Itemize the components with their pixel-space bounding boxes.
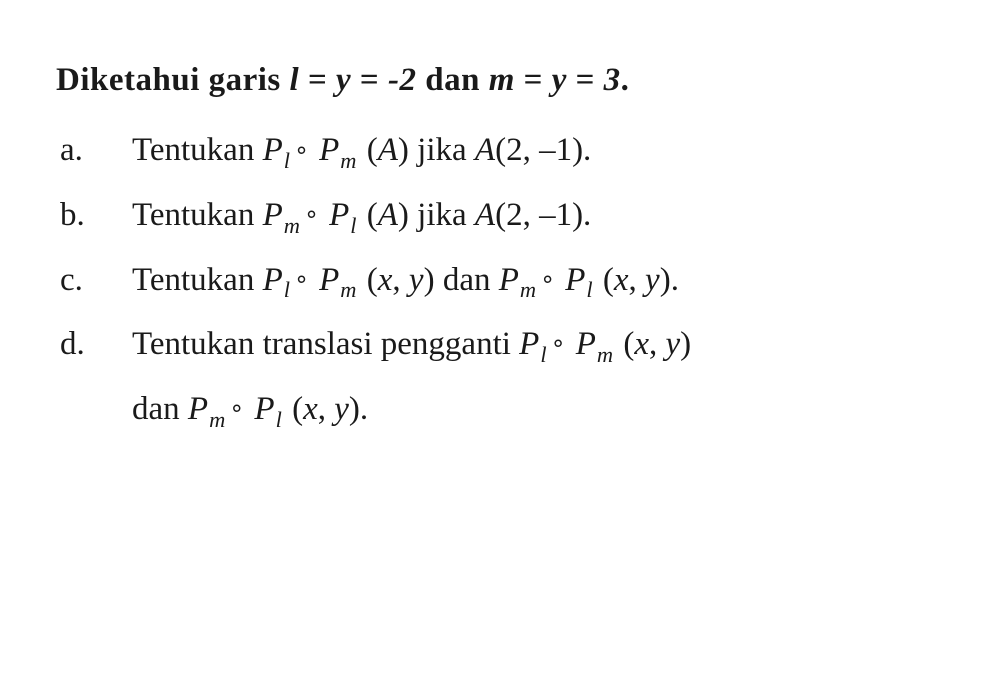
eq: = [515, 62, 552, 98]
arg-y: y [409, 262, 424, 298]
paren-close: ) [424, 262, 435, 298]
arg-x: x [634, 326, 649, 362]
arg-A: A [378, 132, 398, 168]
op-P: P [319, 262, 339, 298]
var-m: m [489, 62, 515, 98]
op-P: P [565, 262, 585, 298]
val-3: 3 [604, 62, 621, 98]
item-label: c. [56, 248, 132, 312]
op-P: P [519, 326, 539, 362]
subscript-l: l [283, 277, 292, 302]
op-P: P [329, 197, 349, 233]
arg-x: x [378, 262, 393, 298]
item-body: Tentukan Pl∘ Pm (x, y) dan Pm∘ Pl (x, y)… [132, 248, 954, 313]
compose-icon: ∘ [292, 267, 311, 293]
subscript-m: m [208, 407, 227, 432]
compose-icon: ∘ [538, 267, 557, 293]
subscript-m: m [596, 342, 615, 367]
lead-text: Tentukan [132, 262, 263, 298]
point-A: A [475, 197, 495, 233]
list-item-c: c. Tentukan Pl∘ Pm (x, y) dan Pm∘ Pl (x,… [56, 248, 954, 313]
coords: (2, –1). [495, 132, 591, 168]
paren-open: ( [595, 262, 614, 298]
val-neg2: -2 [388, 62, 417, 98]
subscript-l: l [585, 277, 594, 302]
mid-text: jika [409, 132, 475, 168]
item-d-line2: dan Pm∘ Pl (x, y). [132, 377, 954, 442]
item-label: a. [56, 118, 132, 182]
subscript-m: m [339, 277, 358, 302]
lead-text: Tentukan translasi pengganti [132, 326, 519, 362]
op-P: P [319, 132, 339, 168]
subscript-m: m [283, 213, 302, 238]
eq: = [351, 62, 388, 98]
op-P: P [263, 197, 283, 233]
coords: (2, –1). [495, 197, 591, 233]
paren-close: ). [660, 262, 679, 298]
point-A: A [475, 132, 495, 168]
subscript-l: l [349, 213, 358, 238]
paren-close: ) [680, 326, 691, 362]
item-d-line1: Tentukan translasi pengganti Pl∘ Pm (x, … [132, 312, 954, 377]
op-P: P [188, 391, 208, 427]
arg-x: x [614, 262, 629, 298]
arg-sep: , [629, 262, 646, 298]
arg-y: y [666, 326, 681, 362]
op-P: P [263, 262, 283, 298]
subscript-m: m [519, 277, 538, 302]
compose-icon: ∘ [292, 138, 311, 164]
subscript-l: l [283, 148, 292, 173]
op-P: P [254, 391, 274, 427]
math-problem-page: Diketahui garis l = y = -2 dan m = y = 3… [0, 0, 994, 481]
compose-icon: ∘ [227, 396, 246, 422]
connector: dan [416, 62, 488, 98]
arg-y: y [645, 262, 660, 298]
op-P: P [263, 132, 283, 168]
subscript-l: l [275, 407, 284, 432]
paren-close: ) [398, 197, 409, 233]
paren-close: ) [398, 132, 409, 168]
arg-sep: , [649, 326, 666, 362]
item-body: Tentukan Pm∘ Pl (A) jika A(2, –1). [132, 183, 954, 248]
item-body: Tentukan translasi pengganti Pl∘ Pm (x, … [132, 312, 954, 441]
subscript-l: l [539, 342, 548, 367]
compose-icon: ∘ [549, 331, 568, 357]
paren-open: ( [615, 326, 634, 362]
arg-y: y [334, 391, 349, 427]
arg-x: x [303, 391, 318, 427]
paren-open: ( [359, 132, 378, 168]
var-y: y [336, 62, 351, 98]
paren-close: ). [349, 391, 368, 427]
subscript-m: m [339, 148, 358, 173]
list-item-b: b. Tentukan Pm∘ Pl (A) jika A(2, –1). [56, 183, 954, 248]
var-y: y [552, 62, 567, 98]
paren-open: ( [284, 391, 303, 427]
var-l: l [290, 62, 300, 98]
mid-text: jika [409, 197, 475, 233]
arg-sep: , [318, 391, 335, 427]
paren-open: ( [359, 262, 378, 298]
header-prefix: Diketahui garis [56, 62, 290, 98]
problem-header: Diketahui garis l = y = -2 dan m = y = 3… [56, 48, 954, 112]
op-P: P [499, 262, 519, 298]
lead-text: Tentukan [132, 197, 263, 233]
arg-A: A [378, 197, 398, 233]
list-item-d: d. Tentukan translasi pengganti Pl∘ Pm (… [56, 312, 954, 441]
list-item-a: a. Tentukan Pl∘ Pm (A) jika A(2, –1). [56, 118, 954, 183]
eq: = [299, 62, 336, 98]
item-label: b. [56, 183, 132, 247]
item-label: d. [56, 312, 132, 376]
paren-open: ( [359, 197, 378, 233]
eq: = [567, 62, 604, 98]
arg-sep: , [392, 262, 409, 298]
item-body: Tentukan Pl∘ Pm (A) jika A(2, –1). [132, 118, 954, 183]
mid-text: dan [435, 262, 499, 298]
op-P: P [576, 326, 596, 362]
lead-text: Tentukan [132, 132, 263, 168]
line2-lead: dan [132, 391, 188, 427]
compose-icon: ∘ [302, 202, 321, 228]
period: . [621, 62, 630, 98]
